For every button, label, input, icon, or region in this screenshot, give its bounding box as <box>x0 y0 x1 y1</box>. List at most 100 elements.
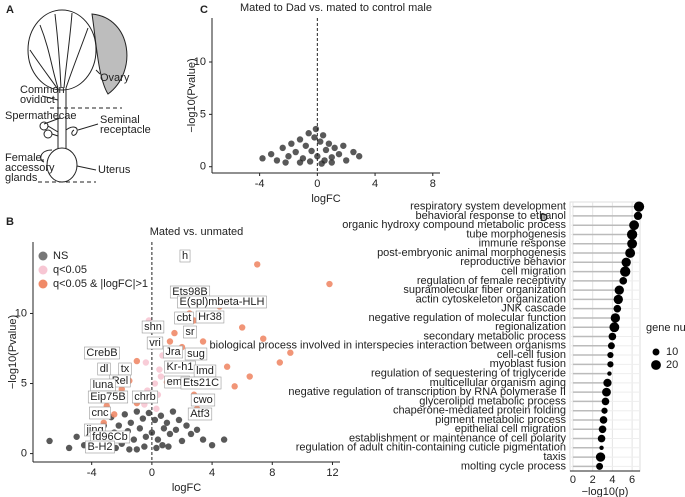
x-tick-label: 0 <box>314 178 320 190</box>
point <box>175 416 183 424</box>
annotation-box <box>195 310 225 324</box>
point <box>350 148 357 156</box>
point <box>153 444 160 452</box>
point <box>115 422 122 429</box>
point <box>142 433 150 440</box>
category-label: establishment or maintenance of cell pol… <box>349 432 567 444</box>
dot <box>625 248 636 258</box>
category-label: reproductive behavior <box>460 256 566 268</box>
point <box>199 338 207 345</box>
point <box>133 357 141 365</box>
x-tick-label: 0 <box>149 467 155 479</box>
point <box>46 437 53 445</box>
category-label: behavioral response to ethanol <box>416 210 566 222</box>
y-tick-label: 0 <box>21 447 27 459</box>
annotation-label: Rel <box>112 375 129 387</box>
panel-label: B <box>6 216 14 228</box>
dot <box>619 277 628 285</box>
point <box>322 146 330 154</box>
dot <box>626 229 638 240</box>
y-tick-label: 0 <box>200 161 206 173</box>
x-tick-label: 12 <box>326 467 338 479</box>
annotation-label: shn <box>144 321 162 333</box>
size-legend-dot <box>652 348 660 356</box>
point <box>311 134 318 141</box>
category-label: organic hydroxy compound metabolic proce… <box>342 219 566 231</box>
annotation-box <box>190 393 216 407</box>
dot <box>602 387 611 397</box>
gene-annotation: vri <box>146 336 164 350</box>
category-label: respiratory system development <box>410 201 566 213</box>
category-label: supramolecular fiber organization <box>403 284 566 296</box>
point <box>154 436 162 443</box>
gene-annotation: tx <box>118 362 132 376</box>
annotation-label: lmd <box>196 365 214 377</box>
ovarioles <box>27 9 97 91</box>
point <box>142 359 150 366</box>
x-tick-label: 4 <box>609 474 615 486</box>
point <box>340 142 347 149</box>
gene-annotation: sr <box>183 325 197 339</box>
point <box>73 433 80 440</box>
gene-annotation: E(spl)mbeta-HLH <box>177 295 267 309</box>
point <box>314 153 321 160</box>
point <box>231 383 238 390</box>
point <box>308 147 315 155</box>
point <box>130 436 138 443</box>
point <box>321 157 328 164</box>
point <box>133 446 141 453</box>
annotation-label: vri <box>149 337 161 349</box>
x-tick-label: 4 <box>372 178 378 190</box>
dot <box>601 407 608 414</box>
point <box>157 412 165 419</box>
point <box>276 359 284 366</box>
annotation-box <box>84 346 120 360</box>
gene-annotation: Jra <box>163 345 183 359</box>
gene-annotation: Ets98B <box>169 285 211 299</box>
dot <box>614 285 624 295</box>
point <box>172 426 180 433</box>
x-tick-label: 8 <box>430 178 436 190</box>
point <box>165 443 172 450</box>
anatomy-label: Uterus <box>98 164 131 176</box>
point <box>171 329 178 337</box>
point <box>199 436 207 443</box>
gene-annotation: cnc <box>89 406 111 420</box>
point <box>141 443 148 450</box>
point <box>335 150 343 158</box>
dot <box>633 211 643 221</box>
anatomy-label: Ovary <box>100 72 130 84</box>
dot <box>613 304 622 313</box>
point <box>111 411 118 418</box>
point <box>292 148 299 156</box>
gene-annotation: Atf3 <box>187 407 213 421</box>
annotation-label: Kr-h1 <box>167 361 194 373</box>
annotation-box <box>146 336 164 350</box>
dot <box>633 201 645 212</box>
dot <box>609 322 620 333</box>
dot <box>607 342 615 350</box>
legend-marker <box>38 265 48 275</box>
gene-annotation: B-H2 <box>85 440 115 454</box>
point <box>254 261 261 268</box>
gene-annotation: sug <box>184 347 208 361</box>
point <box>133 408 141 415</box>
category-label: cell-cell fusion <box>497 349 566 361</box>
point <box>260 335 267 342</box>
point <box>126 446 133 453</box>
annotation-label: h <box>182 250 188 262</box>
point <box>296 159 304 166</box>
x-axis-label: −log10(p) <box>582 486 629 497</box>
annotation-label: E(spl)mbeta-HLH <box>180 296 265 308</box>
point <box>259 155 266 162</box>
annotation-box <box>183 325 197 339</box>
point <box>65 444 73 452</box>
dot <box>607 351 614 359</box>
point <box>187 430 195 438</box>
anatomy-label: accessory <box>5 162 55 174</box>
dot <box>599 445 604 451</box>
annotation-label: cnc <box>91 407 109 419</box>
y-tick-label: 10 <box>194 56 206 68</box>
annotation-box <box>184 347 208 361</box>
